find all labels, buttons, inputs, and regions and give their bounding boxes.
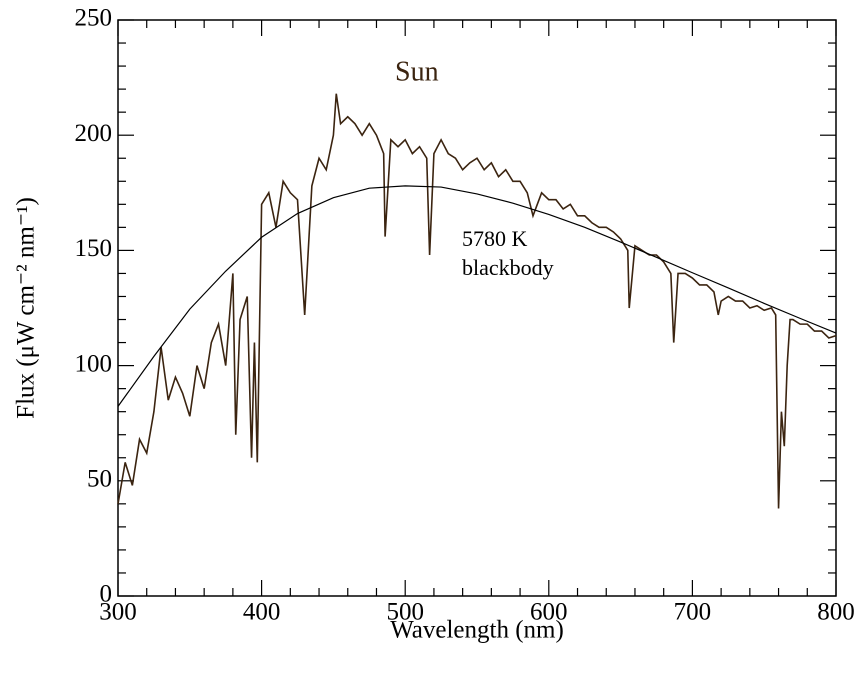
y-tick-label: 0	[100, 581, 113, 608]
y-axis-label: Flux (μW cm⁻² nm⁻¹)	[13, 197, 40, 419]
x-tick-label: 800	[817, 599, 855, 626]
plot-frame	[117, 19, 837, 597]
annotation: blackbody	[462, 255, 554, 280]
y-tick-label: 200	[75, 120, 113, 147]
x-tick-label: 500	[386, 599, 424, 626]
series-line	[117, 93, 837, 509]
x-tick-label: 600	[530, 599, 568, 626]
x-tick-label: 300	[99, 599, 137, 626]
y-tick-label: 150	[75, 235, 113, 262]
x-axis-label: Wavelength (nm)	[390, 617, 564, 644]
annotation: Sun	[395, 56, 439, 87]
y-tick-label: 250	[75, 5, 113, 32]
annotation: 5780 K	[462, 226, 528, 251]
series-line	[117, 185, 837, 407]
y-tick-label: 50	[87, 466, 112, 493]
x-tick-label: 700	[674, 599, 712, 626]
y-tick-label: 100	[75, 350, 113, 377]
x-tick-label: 400	[243, 599, 281, 626]
